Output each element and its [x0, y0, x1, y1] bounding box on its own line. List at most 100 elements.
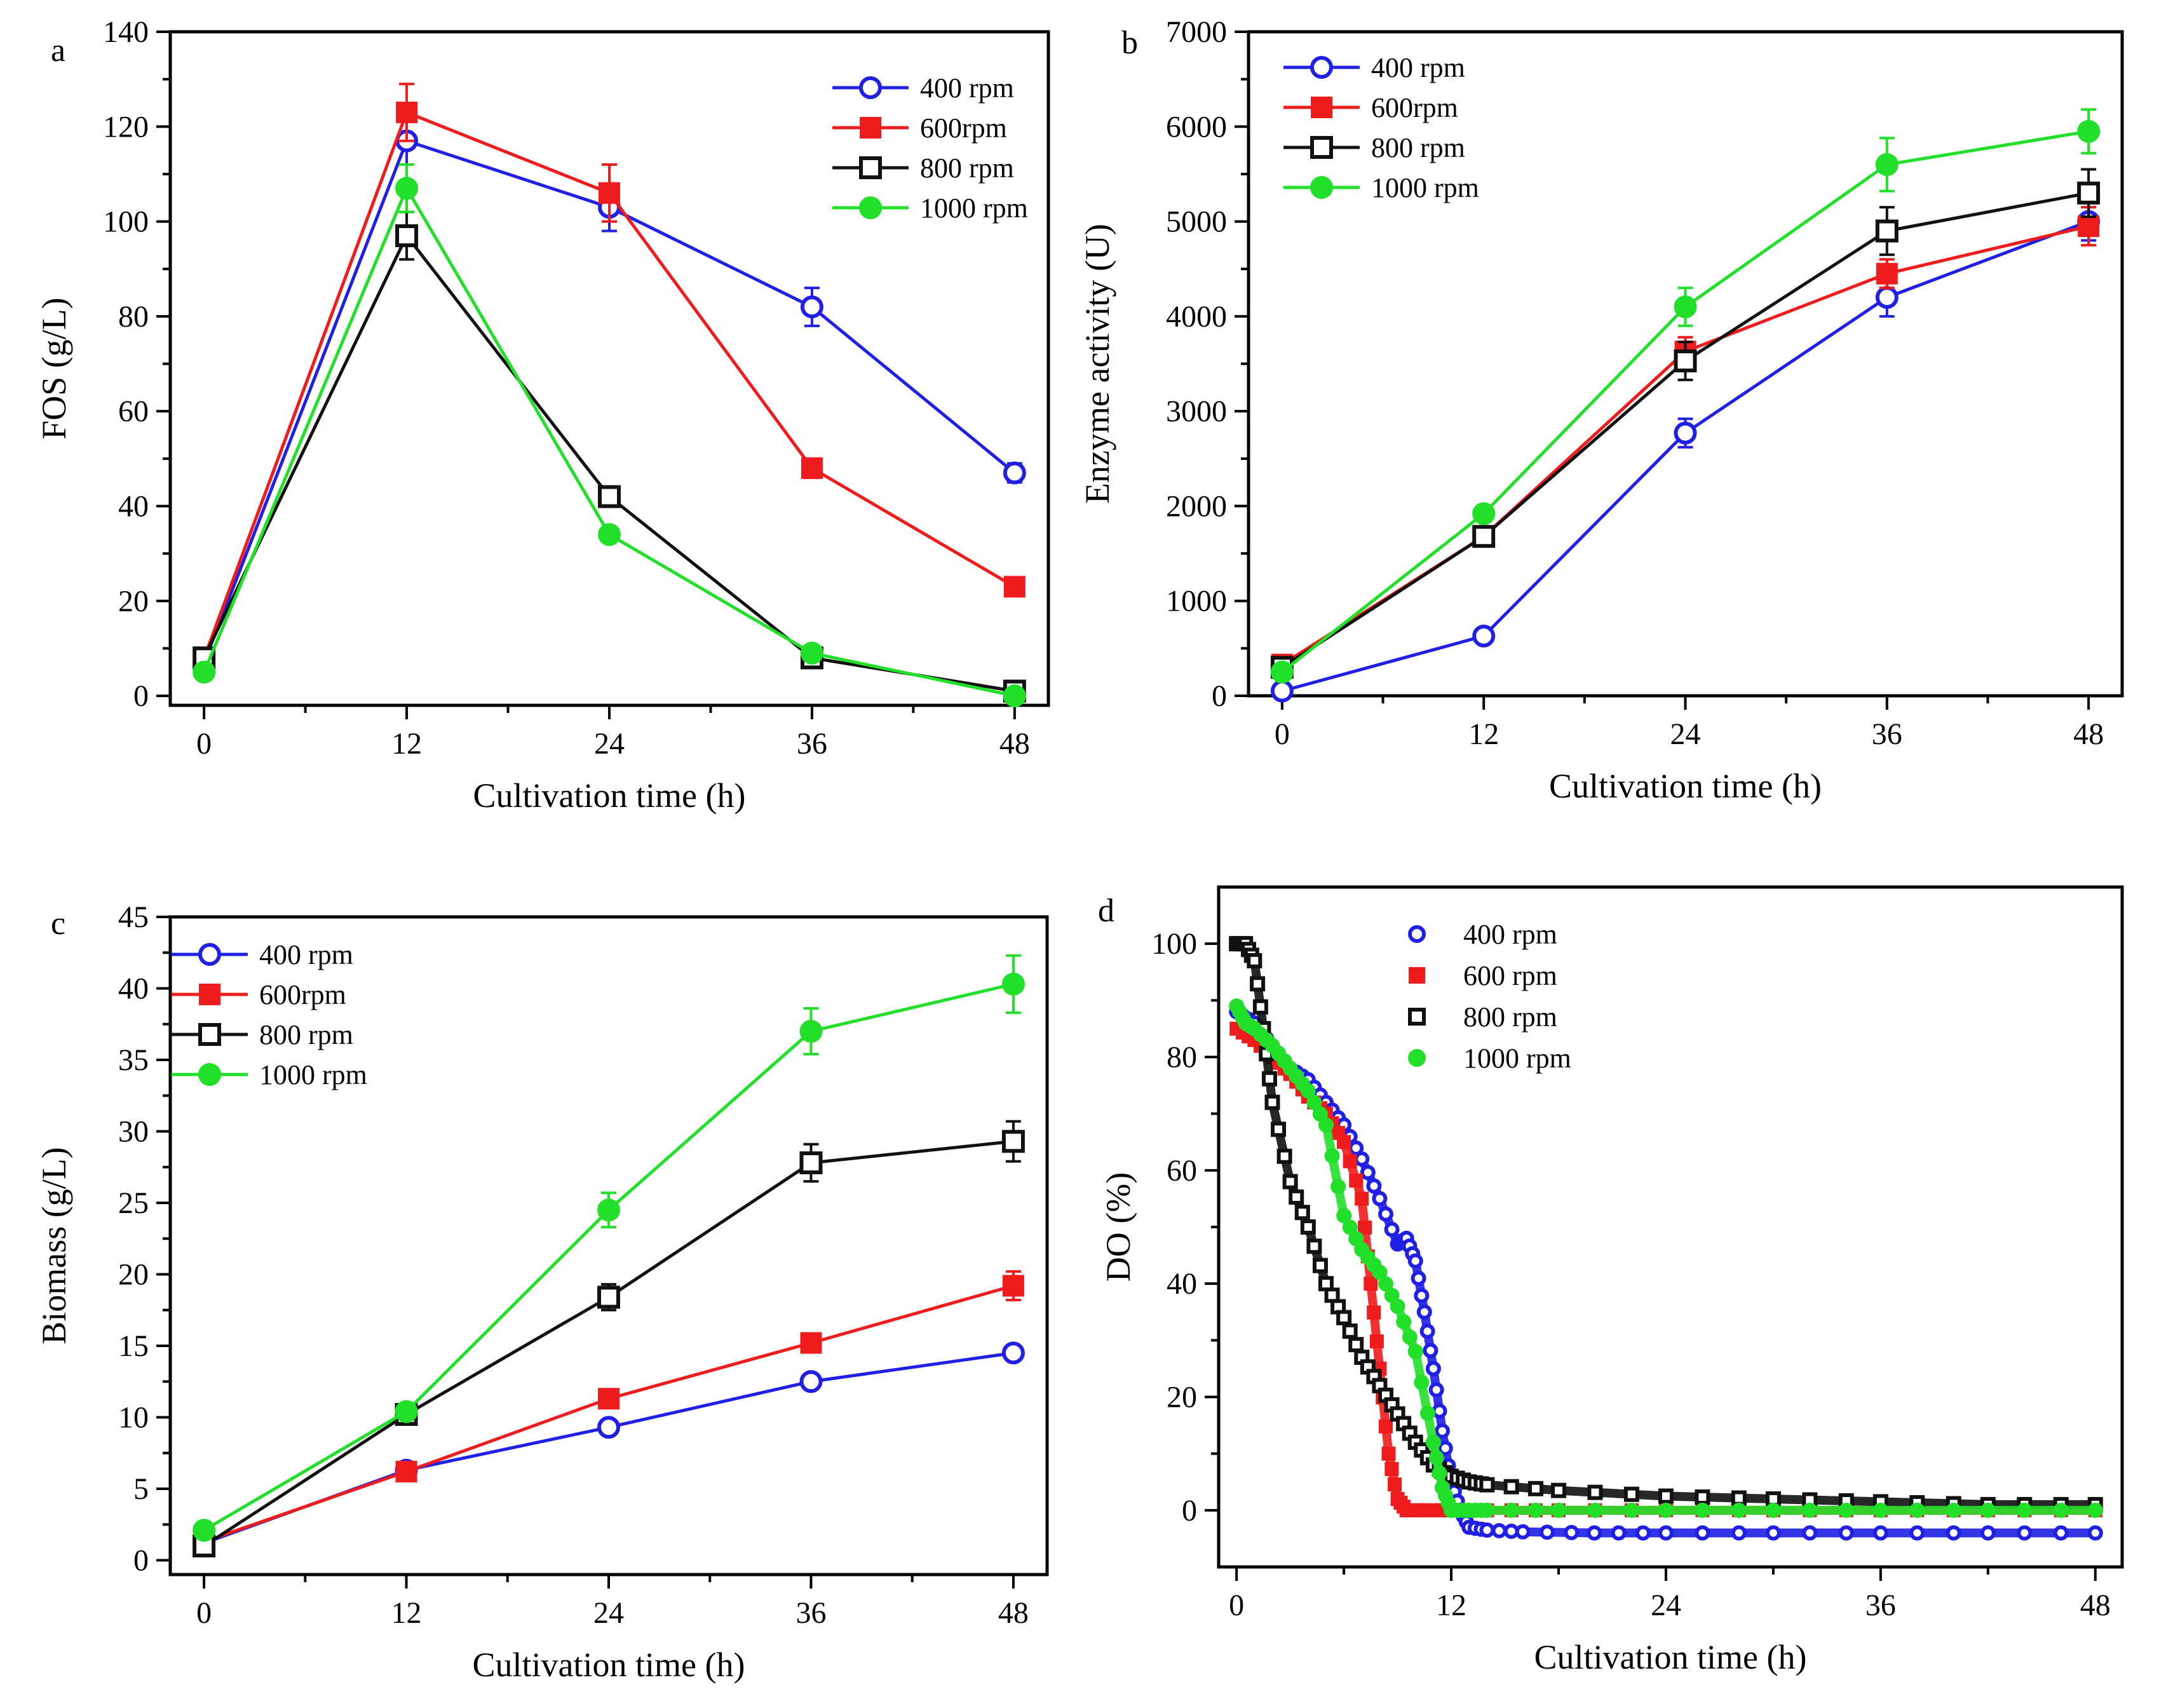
y-tick-label: 0 — [1182, 1494, 1197, 1528]
data-point — [1384, 1461, 1399, 1476]
x-tick-label: 24 — [1670, 717, 1701, 751]
data-point — [395, 177, 419, 200]
y-tick-label: 7000 — [1166, 15, 1227, 49]
legend-label: 1000 rpm — [1371, 172, 1479, 203]
legend-label: 400 rpm — [920, 72, 1014, 104]
y-tick-label: 80 — [118, 300, 149, 334]
data-point — [1472, 502, 1496, 525]
data-point — [193, 660, 216, 684]
data-point — [1342, 1323, 1358, 1339]
data-point — [800, 295, 823, 318]
data-point — [1479, 1477, 1495, 1493]
data-point — [800, 641, 823, 665]
data-point — [1503, 1479, 1519, 1494]
panel-label: b — [1121, 25, 1138, 61]
legend: 400 rpm 600rpm 800 rpm 1000 rpm — [832, 72, 1028, 224]
series-400-rpm — [1229, 1004, 2103, 1541]
data-point — [1271, 1122, 1287, 1137]
y-tick-label: 3000 — [1166, 395, 1227, 428]
legend-label: 800 rpm — [1371, 132, 1465, 163]
data-point — [1765, 1502, 1781, 1518]
data-point — [1472, 525, 1496, 548]
data-point — [1384, 1221, 1400, 1237]
data-point — [1378, 1419, 1393, 1434]
data-point — [597, 1416, 620, 1439]
data-point — [1876, 262, 1898, 285]
data-point — [1369, 1334, 1384, 1349]
data-point — [395, 224, 419, 247]
data-point — [1432, 1403, 1447, 1419]
data-point — [1587, 1484, 1603, 1500]
data-point — [599, 182, 620, 204]
data-point — [1909, 1502, 1925, 1518]
x-tick-label: 0 — [196, 1596, 212, 1630]
legend: 400 rpm 600rpm 800 rpm 1000 rpm — [1283, 52, 1479, 203]
x-tick-label: 0 — [196, 727, 212, 761]
data-point — [1282, 1174, 1298, 1190]
data-point — [1367, 1305, 1381, 1320]
legend-item: 400 rpm — [172, 939, 353, 970]
y-tick-label: 15 — [118, 1329, 149, 1363]
data-point — [1635, 1525, 1651, 1541]
data-point — [1909, 1525, 1925, 1541]
data-point — [2053, 1525, 2069, 1541]
y-tick-label: 120 — [103, 110, 149, 144]
data-point — [1270, 679, 1294, 703]
y-tick-label: 60 — [118, 395, 149, 428]
panel-label: a — [51, 32, 65, 69]
data-point — [1432, 1465, 1447, 1481]
data-point — [1264, 1094, 1280, 1110]
data-point — [1695, 1525, 1710, 1541]
data-point — [1360, 1165, 1376, 1181]
data-point — [1434, 1423, 1450, 1439]
x-tick-label: 0 — [1275, 717, 1290, 751]
data-point — [1330, 1179, 1346, 1195]
data-point — [396, 101, 418, 123]
legend-marker — [859, 196, 882, 219]
data-point — [1343, 1154, 1357, 1169]
legend-marker — [1310, 136, 1333, 159]
data-point — [395, 1461, 417, 1482]
legend-marker — [198, 1063, 221, 1086]
data-point — [1479, 1502, 1495, 1518]
plot-frame — [168, 30, 1050, 707]
data-point — [1551, 1482, 1567, 1498]
y-tick-label: 20 — [118, 1258, 149, 1292]
series-line — [203, 1351, 1014, 1545]
legend-label: 600rpm — [920, 112, 1007, 144]
data-point — [1001, 1341, 1025, 1365]
data-point — [1527, 1502, 1543, 1518]
legend-item: 400 rpm — [832, 72, 1014, 104]
data-point — [2077, 181, 2101, 205]
legend-marker — [199, 984, 220, 1005]
data-point — [1980, 1525, 1996, 1541]
data-point — [1765, 1525, 1781, 1541]
data-point — [1587, 1502, 1603, 1518]
data-point — [2077, 119, 2101, 143]
data-point — [1318, 1117, 1334, 1133]
data-point — [1416, 1304, 1432, 1320]
data-point — [1479, 1522, 1495, 1538]
y-tick-label: 5 — [133, 1472, 149, 1506]
legend-item: 600 rpm — [1409, 960, 1557, 991]
series-line — [203, 1284, 1014, 1543]
legend-item: 1000 rpm — [172, 1059, 367, 1090]
y-tick-label: 140 — [103, 15, 149, 49]
legend-label: 600 rpm — [1463, 960, 1557, 991]
series-line — [202, 184, 1015, 698]
x-tick-label: 24 — [594, 727, 625, 761]
y-tick-label: 40 — [1167, 1267, 1197, 1301]
y-tick-label: 25 — [118, 1186, 149, 1220]
data-point — [1388, 1477, 1402, 1492]
y-tick-label: 40 — [118, 972, 149, 1006]
data-point — [2087, 1502, 2103, 1518]
x-tick-label: 36 — [1872, 717, 1902, 751]
data-point — [1437, 1440, 1453, 1456]
series-600-rpm — [1229, 1021, 2102, 1517]
data-point — [1276, 1148, 1292, 1164]
chart-panel-d: 0 12 24 36 48 0 20 40 60 80 100 Cultivation time (h… — [1098, 885, 2124, 1676]
y-tick-label: 60 — [1167, 1154, 1197, 1188]
data-point — [1348, 1337, 1364, 1353]
series-800-rpm — [1270, 168, 2101, 679]
series-800-rpm — [1229, 936, 2103, 1512]
